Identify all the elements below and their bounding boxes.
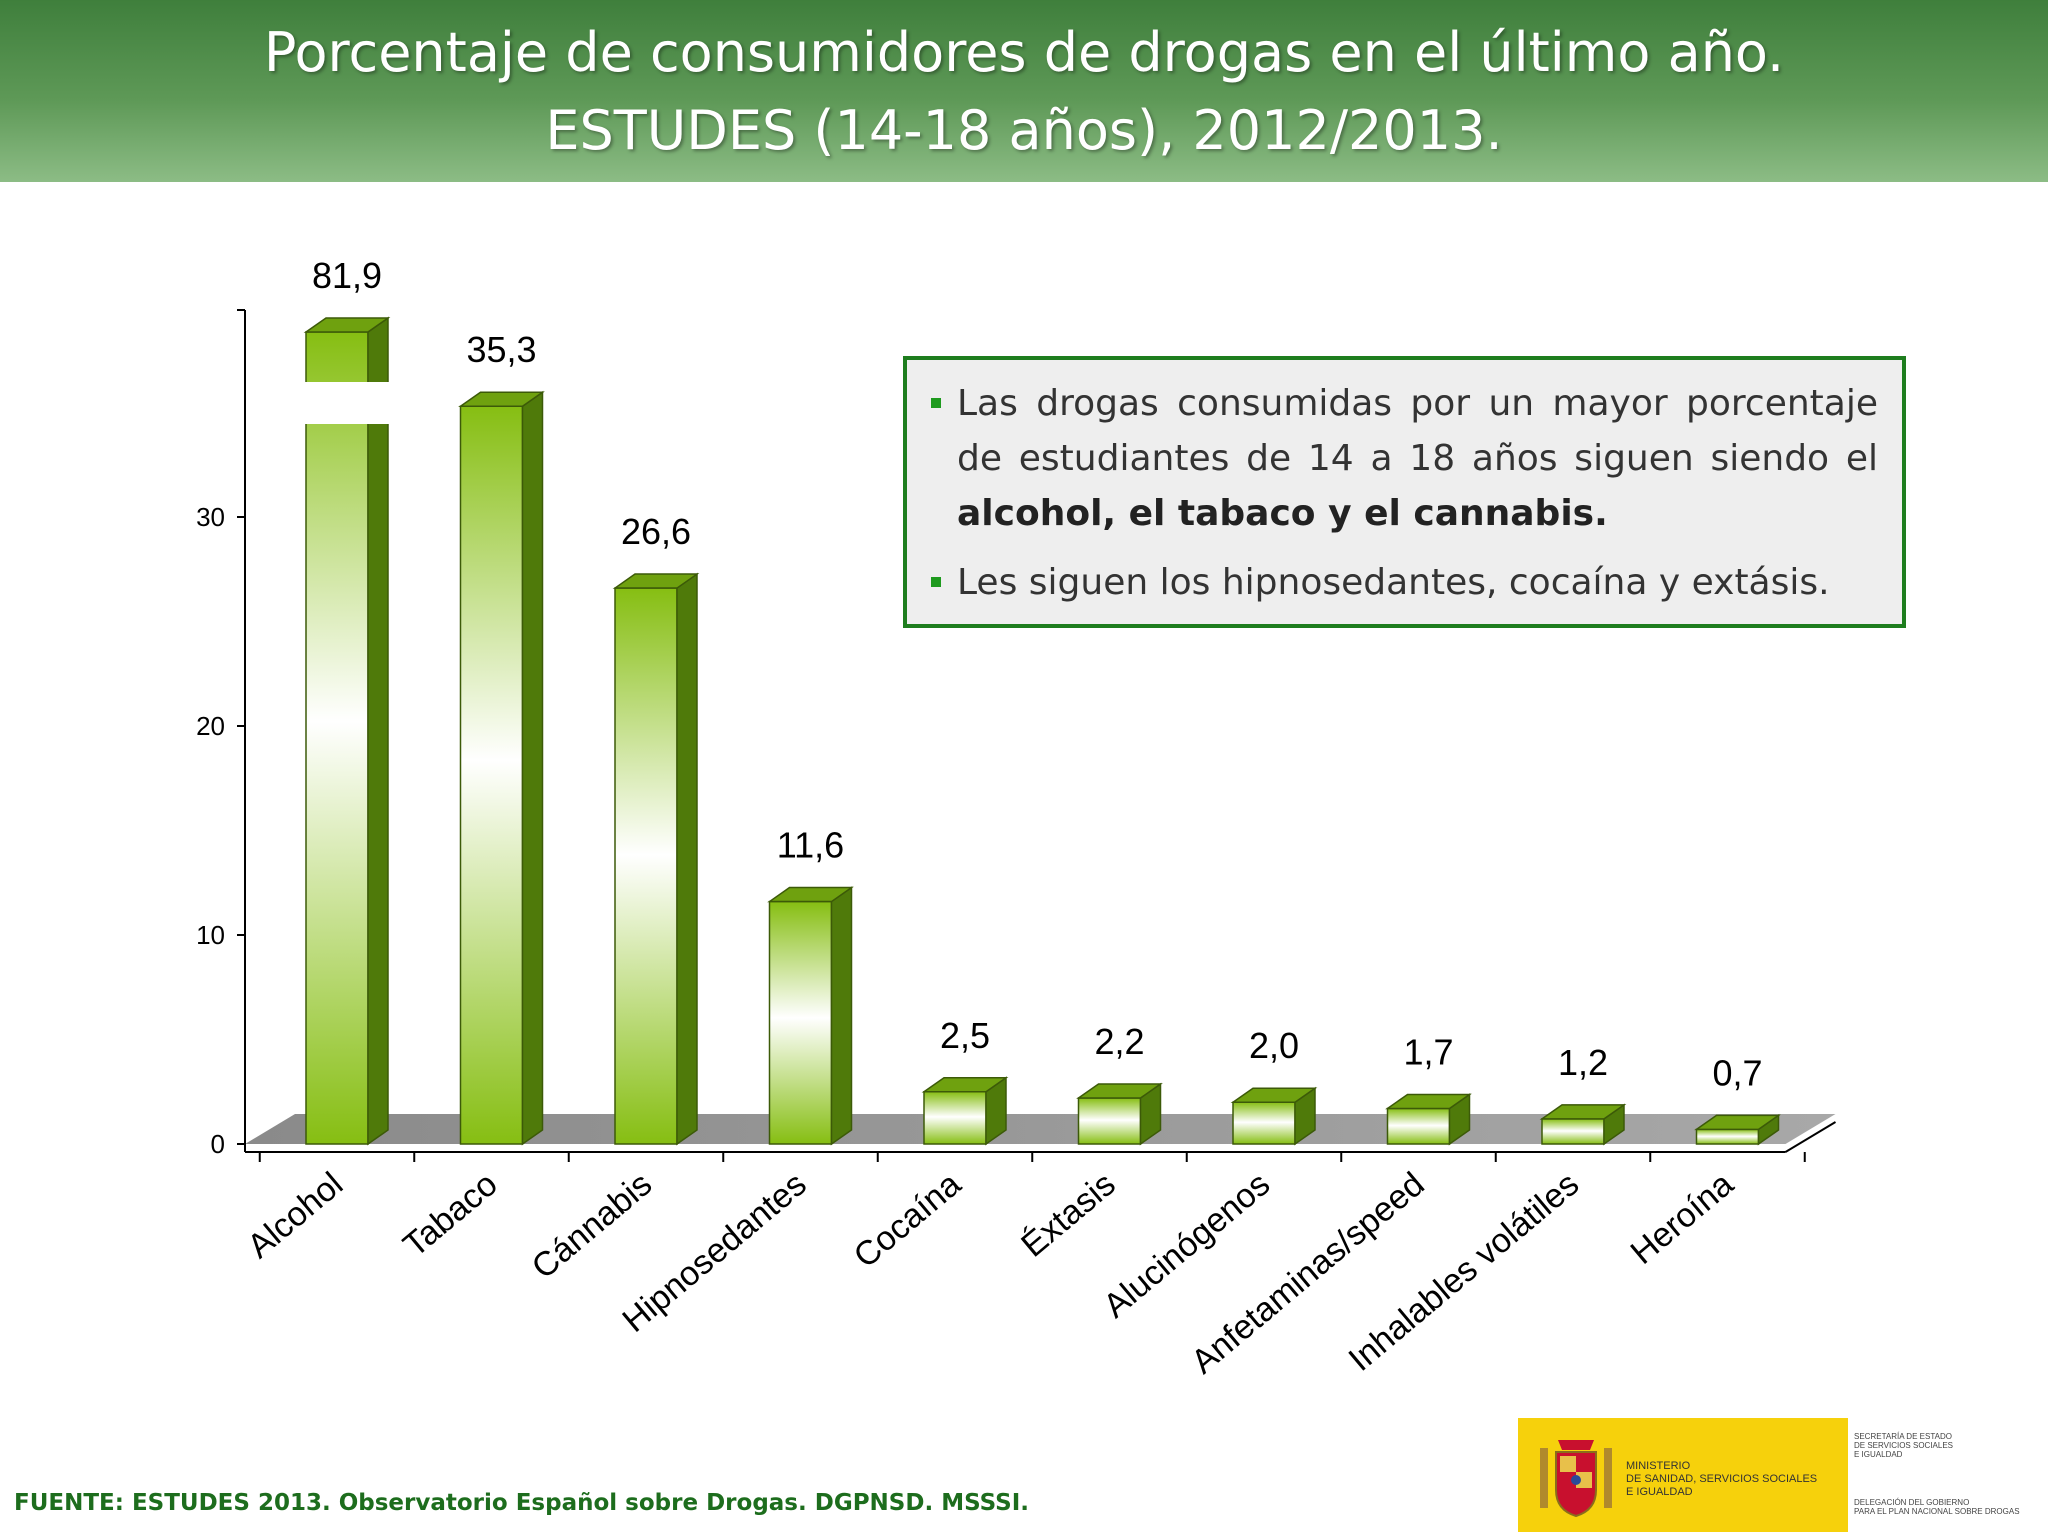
delegacion-name: DELEGACIÓN DEL GOBIERNO PARA EL PLAN NAC… [1854,1498,2044,1516]
callout-bullet-1-text: Las drogas consumidas por un mayor porce… [957,376,1878,541]
ministry-line-1: MINISTERIO [1626,1460,1691,1472]
y-axis: 0 10 20 30 [196,309,1837,1162]
bar-front [459,405,524,1145]
coat-of-arms-icon [1540,1440,1612,1518]
category-label: Éxtasis [1014,1165,1122,1265]
y-tick-label: 20 [196,711,225,741]
secretaria-line-1: SECRETARÍA DE ESTADO [1854,1432,1952,1441]
y-tick-label: 0 [211,1129,225,1159]
value-labels: 81,9 35,3 26,6 11,6 2,5 2,2 2,0 1,7 1,2 0,7 [312,255,1763,1093]
callout-bullet-1-bold: alcohol, el tabaco y el cannabis. [957,493,1608,534]
value-label: 2,2 [1094,1021,1144,1062]
callout-bullet-2-text: Les siguen los hipnosedantes, cocaína y … [957,562,1830,603]
value-label: 26,6 [621,511,691,552]
bar-top [303,317,391,333]
ministry-line-2: DE SANIDAD, SERVICIOS SOCIALES [1626,1473,1818,1485]
bar-front [768,900,833,1145]
bar-front [305,331,369,1145]
secretaria-name: SECRETARÍA DE ESTADO DE SERVICIOS SOCIAL… [1854,1432,2044,1459]
bar [458,390,545,1146]
value-label: 0,7 [1712,1052,1762,1093]
value-label: 2,0 [1249,1025,1299,1066]
bar [1076,1082,1163,1146]
ministry-line-3: E IGUALDAD [1626,1486,1693,1498]
source-note: FUENTE: ESTUDES 2013. Observatorio Españ… [14,1490,1030,1516]
ministry-logo-white-panel [1848,1418,2048,1532]
title-line-2: ESTUDES (14-18 años), 2012/2013. [545,99,1503,162]
bar-side [830,886,853,1146]
bar [921,1076,1009,1146]
secretaria-line-2: DE SERVICIOS SOCIALES [1854,1441,1953,1450]
bar-top [1076,1083,1163,1099]
bar-front [1232,1101,1296,1145]
bars [302,316,1781,1146]
callout-bullet-2: Les siguen los hipnosedantes, cocaína y … [931,555,1878,610]
bar-front [614,587,678,1145]
bar-top [1539,1104,1627,1120]
delegacion-line-2: PARA EL PLAN NACIONAL SOBRE DROGAS [1854,1507,2020,1516]
y-tick-label: 10 [196,920,225,950]
bar-front [1077,1097,1142,1145]
ministry-logo-yellow-panel: MINISTERIO DE SANIDAD, SERVICIOS SOCIALE… [1518,1418,1848,1532]
bar-top [1385,1093,1472,1110]
value-label: 1,7 [1403,1031,1453,1072]
title-bar: Porcentaje de consumidores de drogas en … [0,0,2048,182]
secretaria-line-3: E IGUALDAD [1854,1450,1903,1459]
bullet-square-icon [931,577,941,587]
bar-top [1694,1114,1781,1131]
bar-side [367,316,389,1146]
bar-top [612,573,700,589]
category-label: Cánnabis [525,1165,659,1286]
bar-front [1541,1118,1605,1145]
callout-bullet-1: Las drogas consumidas por un mayor porce… [931,376,1878,541]
bar [1694,1113,1781,1146]
y-tick-label: 30 [196,502,225,532]
value-label: 2,5 [940,1015,990,1056]
bar [1230,1086,1318,1146]
bullet-square-icon [931,398,941,408]
bar-top [767,886,854,903]
delegacion-line-1: DELEGACIÓN DEL GOBIERNO [1854,1498,1970,1507]
value-label: 1,2 [1558,1042,1608,1083]
category-label: Cocaína [847,1165,969,1276]
bar [1385,1093,1472,1146]
floor-edge-line [1784,1121,1837,1153]
category-label: Tabaco [396,1165,504,1265]
bar-top [458,391,545,407]
bar [302,316,394,1146]
bar-front [1386,1107,1451,1145]
value-label: 81,9 [312,255,382,296]
axis-break-band [302,382,394,424]
bar [612,572,700,1146]
bar [1539,1103,1627,1146]
bar-front [923,1091,987,1145]
value-label: 11,6 [777,825,844,866]
category-label: Alcohol [240,1165,350,1266]
value-label: 35,3 [466,329,536,370]
ministry-logo: MINISTERIO DE SANIDAD, SERVICIOS SOCIALE… [1518,1418,2048,1532]
bar-side [521,390,544,1146]
bar [767,886,854,1146]
ministry-name: MINISTERIO DE SANIDAD, SERVICIOS SOCIALE… [1626,1460,1846,1499]
category-label: Heroína [1624,1165,1741,1272]
bar-front [1695,1128,1760,1145]
title-line-1: Porcentaje de consumidores de drogas en … [263,21,1785,84]
bar-top [1230,1087,1318,1103]
callout-box: Las drogas consumidas por un mayor porce… [903,356,1906,628]
bar-side [676,572,698,1146]
bar-top [921,1077,1009,1093]
callout-bullet-1-plain: Las drogas consumidas por un mayor porce… [957,383,1878,479]
